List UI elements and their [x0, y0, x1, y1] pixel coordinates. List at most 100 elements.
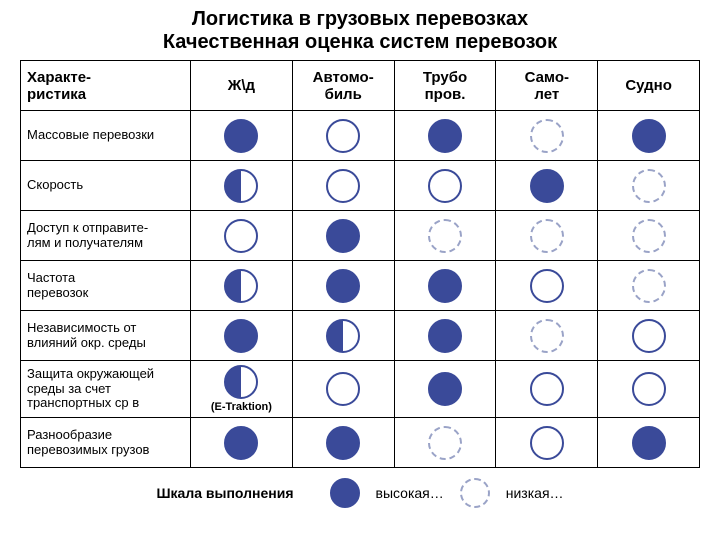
rating-circle-icon — [326, 372, 360, 406]
rating-circle-icon — [224, 219, 258, 253]
rating-circle-icon — [224, 269, 258, 303]
legend: Шкала выполнения высокая… низкая… — [20, 478, 700, 508]
rating-circle-icon — [632, 169, 666, 203]
mark-cell — [191, 418, 293, 468]
mark-cell: (E-Traktion) — [191, 361, 293, 418]
rating-circle-icon — [428, 119, 462, 153]
table-body: Массовые перевозкиСкоростьДоступ к отпра… — [21, 111, 700, 468]
rating-circle-icon — [530, 426, 564, 460]
table-row: Скорость — [21, 161, 700, 211]
cell-note: (E-Traktion) — [197, 401, 286, 413]
mark-cell — [598, 418, 700, 468]
mark-cell — [598, 161, 700, 211]
rating-circle-icon — [428, 219, 462, 253]
legend-high-icon — [330, 478, 360, 508]
mark-cell — [598, 261, 700, 311]
legend-high-text: высокая… — [376, 485, 444, 501]
row-label: Разнообразиеперевозимых грузов — [21, 418, 191, 468]
evaluation-table: Характе-ристика Ж\д Автомо-биль Трубопро… — [20, 60, 700, 468]
table-row: Массовые перевозки — [21, 111, 700, 161]
rating-circle-icon — [632, 372, 666, 406]
row-label: Доступ к отправите-лям и получателям — [21, 211, 191, 261]
page-subtitle: Качественная оценка систем перевозок — [20, 31, 700, 54]
table-row: Частотаперевозок — [21, 261, 700, 311]
mark-cell — [292, 418, 394, 468]
rating-circle-icon — [428, 269, 462, 303]
mark-cell — [394, 418, 496, 468]
mark-cell — [394, 161, 496, 211]
rating-circle-icon — [428, 319, 462, 353]
rating-circle-icon — [326, 169, 360, 203]
row-label: Массовые перевозки — [21, 111, 191, 161]
rating-circle-icon — [224, 365, 258, 399]
rating-circle-icon — [428, 372, 462, 406]
mark-cell — [191, 261, 293, 311]
rating-circle-icon — [224, 169, 258, 203]
mark-cell — [191, 311, 293, 361]
rating-circle-icon — [326, 269, 360, 303]
rating-circle-icon — [632, 219, 666, 253]
mark-cell — [598, 111, 700, 161]
rating-circle-icon — [224, 426, 258, 460]
row-label: Скорость — [21, 161, 191, 211]
page-title: Логистика в грузовых перевозках — [20, 8, 700, 31]
rating-circle-icon — [224, 119, 258, 153]
table-row: Защита окружающейсреды за счеттранспортн… — [21, 361, 700, 418]
legend-low-text: низкая… — [506, 485, 564, 501]
rating-circle-icon — [530, 219, 564, 253]
mark-cell — [394, 111, 496, 161]
header-row: Характе-ристика Ж\д Автомо-биль Трубопро… — [21, 61, 700, 111]
header-characteristic: Характе-ристика — [21, 61, 191, 111]
rating-circle-icon — [632, 119, 666, 153]
rating-circle-icon — [428, 426, 462, 460]
mark-cell — [496, 361, 598, 418]
header-col-0: Ж\д — [191, 61, 293, 111]
mark-cell — [496, 311, 598, 361]
rating-circle-icon — [224, 319, 258, 353]
rating-circle-icon — [530, 269, 564, 303]
rating-circle-icon — [530, 119, 564, 153]
rating-circle-icon — [632, 426, 666, 460]
mark-cell — [292, 361, 394, 418]
row-label: Независимость отвлияний окр. среды — [21, 311, 191, 361]
mark-cell — [598, 361, 700, 418]
mark-cell — [496, 261, 598, 311]
rating-circle-icon — [632, 269, 666, 303]
mark-cell — [292, 311, 394, 361]
mark-cell — [496, 111, 598, 161]
mark-cell — [496, 161, 598, 211]
mark-cell — [394, 261, 496, 311]
header-col-1: Автомо-биль — [292, 61, 394, 111]
rating-circle-icon — [530, 319, 564, 353]
rating-circle-icon — [632, 319, 666, 353]
mark-cell — [496, 211, 598, 261]
row-label: Защита окружающейсреды за счеттранспортн… — [21, 361, 191, 418]
rating-circle-icon — [326, 219, 360, 253]
rating-circle-icon — [530, 169, 564, 203]
header-col-4: Судно — [598, 61, 700, 111]
mark-cell — [292, 211, 394, 261]
legend-label: Шкала выполнения — [156, 485, 293, 501]
table-row: Разнообразиеперевозимых грузов — [21, 418, 700, 468]
mark-cell — [292, 111, 394, 161]
table-row: Независимость отвлияний окр. среды — [21, 311, 700, 361]
mark-cell — [292, 161, 394, 211]
header-col-3: Само-лет — [496, 61, 598, 111]
mark-cell — [598, 211, 700, 261]
rating-circle-icon — [326, 426, 360, 460]
rating-circle-icon — [428, 169, 462, 203]
rating-circle-icon — [530, 372, 564, 406]
mark-cell — [598, 311, 700, 361]
mark-cell — [394, 211, 496, 261]
rating-circle-icon — [326, 319, 360, 353]
header-col-2: Трубопров. — [394, 61, 496, 111]
rating-circle-icon — [326, 119, 360, 153]
mark-cell — [191, 211, 293, 261]
legend-low-icon — [460, 478, 490, 508]
row-label: Частотаперевозок — [21, 261, 191, 311]
mark-cell — [394, 361, 496, 418]
mark-cell — [191, 161, 293, 211]
mark-cell — [191, 111, 293, 161]
mark-cell — [292, 261, 394, 311]
mark-cell — [496, 418, 598, 468]
